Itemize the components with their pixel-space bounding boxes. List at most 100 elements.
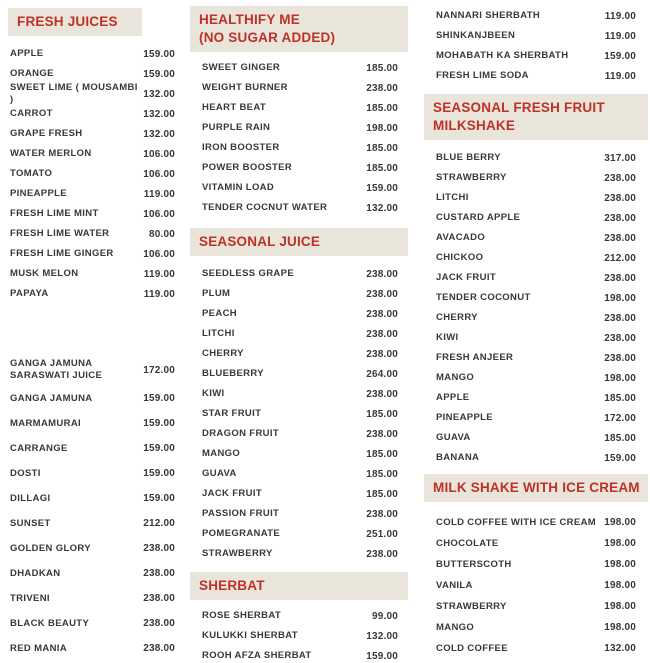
menu-item-price: 238.00 bbox=[366, 508, 398, 520]
menu-item-name: LITCHI bbox=[202, 328, 235, 339]
menu-item-price: 172.00 bbox=[604, 412, 636, 424]
menu-item-name: JACK FRUIT bbox=[202, 488, 262, 499]
menu-item-row: TRIVENI 238.00 bbox=[10, 586, 175, 611]
menu-item-price: 238.00 bbox=[604, 272, 636, 284]
menu-item-price: 132.00 bbox=[143, 108, 175, 120]
menu-item-row: PAPAYA 119.00 bbox=[10, 284, 175, 304]
menu-item-row: CARRANGE 159.00 bbox=[10, 436, 175, 461]
menu-item-row: MANGO 198.00 bbox=[436, 368, 636, 388]
menu-item-price: 159.00 bbox=[143, 418, 175, 429]
menu-item-price: 238.00 bbox=[604, 352, 636, 364]
menu-section: NANNARI SHERBATH 119.00 SHINKANJBEEN 119.00… bbox=[424, 6, 648, 86]
menu-item-price: 238.00 bbox=[366, 288, 398, 300]
menu-item-price: 198.00 bbox=[604, 601, 636, 612]
menu-item-name: FRESH LIME SODA bbox=[436, 70, 529, 81]
menu-item-price: 106.00 bbox=[143, 148, 175, 160]
menu-item-row: FRESH LIME SODA 119.00 bbox=[436, 66, 636, 86]
menu-item-price: 159.00 bbox=[143, 393, 175, 404]
menu-item-price: 119.00 bbox=[604, 10, 636, 22]
menu-item-price: 238.00 bbox=[366, 308, 398, 320]
menu-item-row: DOSTI 159.00 bbox=[10, 461, 175, 486]
menu-item-price: 198.00 bbox=[604, 622, 636, 633]
menu-item-name: HEART BEAT bbox=[202, 102, 267, 113]
menu-item-price: 132.00 bbox=[604, 643, 636, 654]
menu-item-row: BLUE BERRY 317.00 bbox=[436, 148, 636, 168]
menu-item-name: MANGO bbox=[436, 621, 475, 633]
menu-item-row: POMEGRANATE 251.00 bbox=[202, 524, 398, 544]
menu-item-row: GRAPE FRESH 132.00 bbox=[10, 124, 175, 144]
menu-item-row: KIWI 238.00 bbox=[436, 328, 636, 348]
menu-item-name: MARMAMURAI bbox=[10, 417, 82, 429]
menu-item-price: 238.00 bbox=[143, 568, 175, 579]
menu-item-name: CHERRY bbox=[202, 348, 244, 359]
menu-item-price: 159.00 bbox=[604, 452, 636, 464]
menu-item-row: CUSTARD APPLE 238.00 bbox=[436, 208, 636, 228]
menu-item-name: STRAWBERRY bbox=[436, 600, 507, 612]
menu-item-name: MOHABATH KA SHERBATH bbox=[436, 50, 569, 61]
section-item-list: NANNARI SHERBATH 119.00 SHINKANJBEEN 119.00… bbox=[424, 6, 648, 86]
section-header: MILK SHAKE WITH ICE CREAM bbox=[424, 474, 648, 502]
menu-item-row: GANGA JAMUNA 159.00 bbox=[10, 386, 175, 411]
menu-item-price: 159.00 bbox=[143, 468, 175, 479]
menu-item-price: 198.00 bbox=[604, 372, 636, 384]
menu-item-row: STRAWBERRY 198.00 bbox=[436, 596, 636, 617]
menu-item-name: BUTTERSCOTH bbox=[436, 558, 512, 570]
menu-item-row: ROSE SHERBAT 99.00 bbox=[202, 606, 398, 626]
menu-item-row: LITCHI 238.00 bbox=[436, 188, 636, 208]
menu-item-name: FRESH LIME GINGER bbox=[10, 248, 114, 259]
menu-item-name: WATER MERLON bbox=[10, 148, 92, 159]
menu-item-price: 238.00 bbox=[366, 268, 398, 280]
menu-item-price: 172.00 bbox=[143, 364, 175, 376]
menu-item-price: 212.00 bbox=[143, 518, 175, 529]
section-title: FRESH JUICES bbox=[17, 14, 118, 29]
menu-item-name: PINEAPPLE bbox=[436, 412, 493, 423]
menu-item-price: 212.00 bbox=[604, 252, 636, 264]
section-item-list: SEEDLESS GRAPE 238.00 PLUM 238.00 PEACH 238.0… bbox=[190, 264, 408, 564]
menu-item-price: 185.00 bbox=[604, 392, 636, 404]
menu-item-row: CHERRY 238.00 bbox=[202, 344, 398, 364]
menu-item-name: DOSTI bbox=[10, 467, 41, 479]
menu-item-row: PASSION FRUIT 238.00 bbox=[202, 504, 398, 524]
menu-item-price: 106.00 bbox=[143, 248, 175, 260]
menu-item-price: 132.00 bbox=[366, 202, 398, 214]
menu-item-price: 119.00 bbox=[143, 268, 175, 280]
menu-item-price: 119.00 bbox=[604, 70, 636, 82]
menu-item-price: 238.00 bbox=[366, 82, 398, 94]
menu-item-name: BLACK BEAUTY bbox=[10, 617, 90, 629]
menu-item-row: COLD COFFEE 132.00 bbox=[436, 638, 636, 659]
section-item-list: GANGA JAMUNA SARASWATI JUICE 172.00 GANGA … bbox=[8, 354, 178, 661]
menu-item-price: 198.00 bbox=[604, 292, 636, 304]
menu-item-name: SHINKANJBEEN bbox=[436, 30, 516, 41]
menu-item-name: WEIGHT BURNER bbox=[202, 82, 288, 93]
menu-item-price: 238.00 bbox=[604, 192, 636, 204]
menu-item-name: STAR FRUIT bbox=[202, 408, 262, 419]
menu-item-name: DILLAGI bbox=[10, 492, 51, 504]
menu-item-name: FRESH ANJEER bbox=[436, 352, 514, 363]
menu-section: SHERBAT ROSE SHERBAT 99.00 KULUKKI SHERBAT 1… bbox=[190, 572, 408, 663]
menu-item-row: MUSK MELON 119.00 bbox=[10, 264, 175, 284]
menu-item-name: STRAWBERRY bbox=[202, 548, 273, 559]
menu-item-price: 132.00 bbox=[366, 630, 398, 642]
menu-item-row: BUTTERSCOTH 198.00 bbox=[436, 554, 636, 575]
menu-item-name: CHERRY bbox=[436, 312, 478, 323]
menu-item-row: CHERRY 238.00 bbox=[436, 308, 636, 328]
menu-item-price: 159.00 bbox=[143, 68, 175, 80]
menu-item-price: 132.00 bbox=[143, 88, 175, 100]
section-item-list: BLUE BERRY 317.00 STRAWBERRY 238.00 LITCHI 23… bbox=[424, 148, 648, 468]
menu-item-name: COLD COFFEE bbox=[436, 642, 508, 654]
menu-item-name: KIWI bbox=[202, 388, 225, 399]
menu-item-price: 238.00 bbox=[604, 172, 636, 184]
menu-item-name: MUSK MELON bbox=[10, 268, 79, 279]
menu-item-price: 238.00 bbox=[366, 428, 398, 440]
menu-item-row: POWER BOOSTER 185.00 bbox=[202, 158, 398, 178]
menu-item-name: GUAVA bbox=[202, 468, 237, 479]
menu-item-price: 119.00 bbox=[143, 288, 175, 300]
menu-item-name: RED MANIA bbox=[10, 642, 67, 654]
section-title: SEASONAL JUICE bbox=[199, 234, 321, 249]
section-header: SHERBAT bbox=[190, 572, 408, 600]
menu-item-row: TOMATO 106.00 bbox=[10, 164, 175, 184]
menu-item-name: COLD COFFEE WITH ICE CREAM bbox=[436, 516, 597, 528]
menu-item-row: FRESH ANJEER 238.00 bbox=[436, 348, 636, 368]
section-title: (NO SUGAR ADDED) bbox=[199, 30, 336, 45]
